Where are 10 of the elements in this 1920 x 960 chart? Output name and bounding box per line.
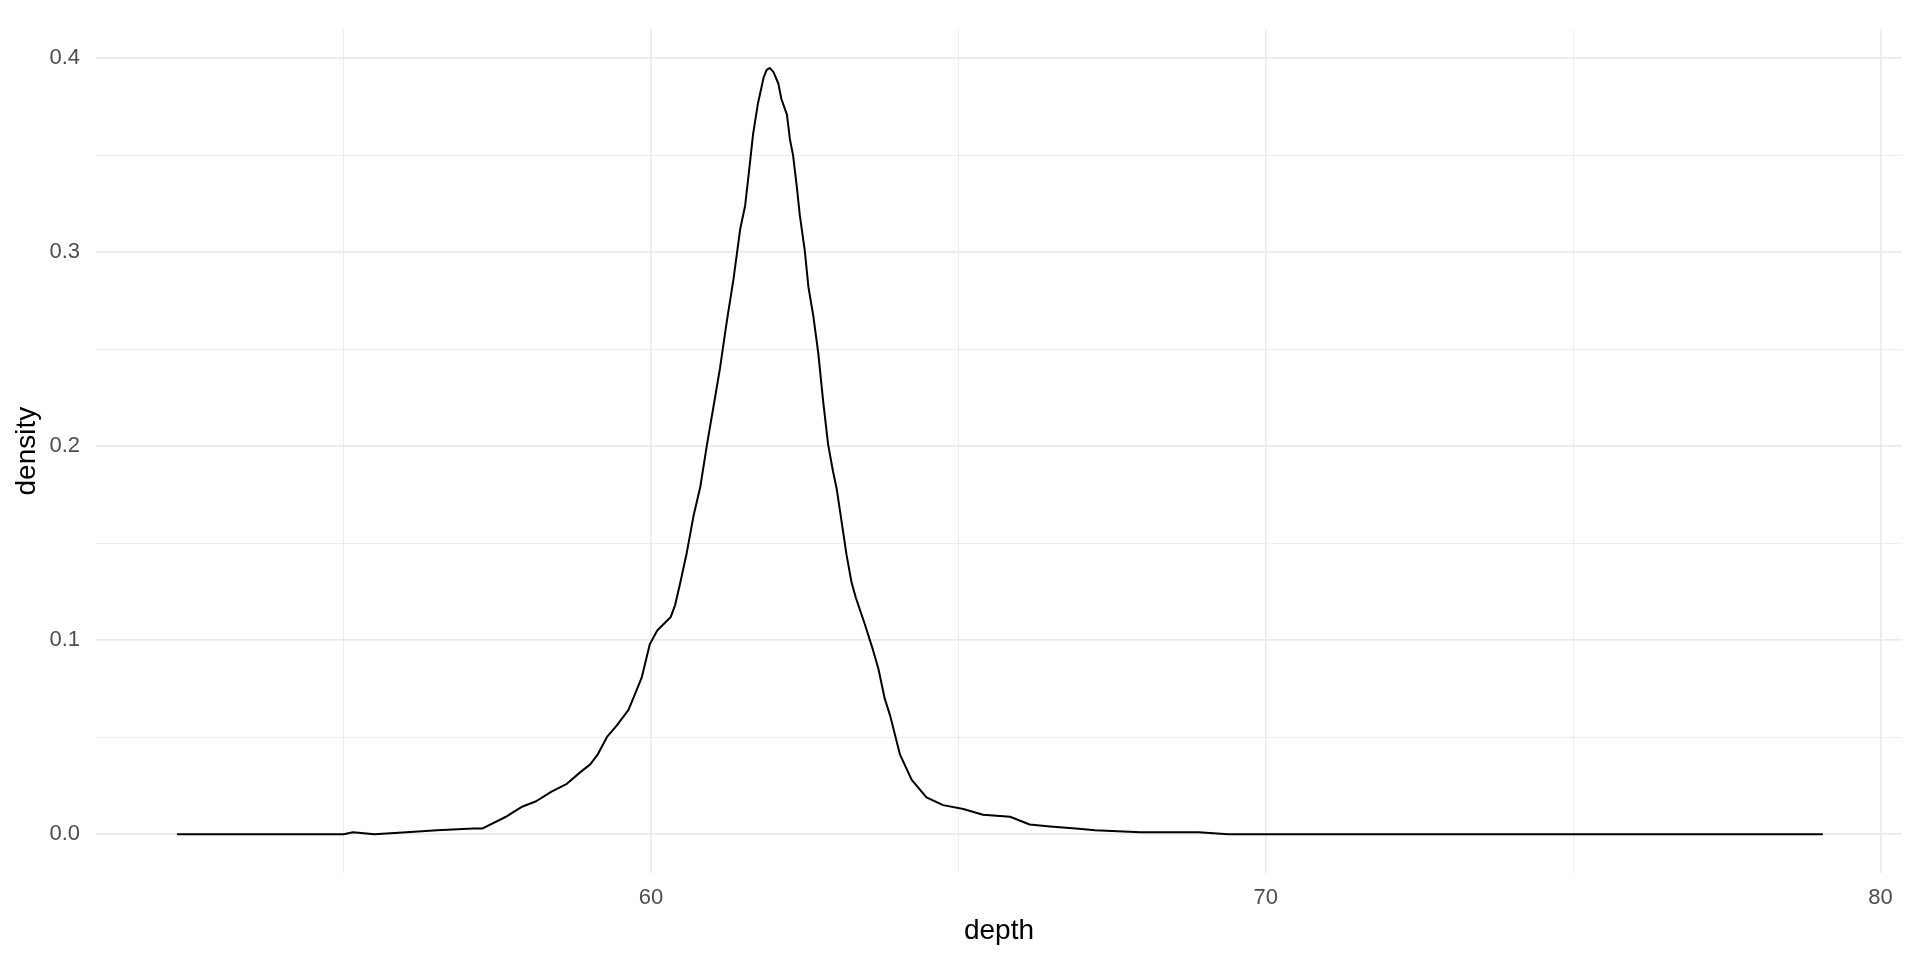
- x-tick-label: 70: [1253, 884, 1279, 910]
- x-tick-label: 80: [1868, 884, 1893, 910]
- y-axis-title: density: [9, 406, 41, 496]
- y-tick-label: 0.1: [49, 626, 80, 652]
- y-tick-label: 0.3: [49, 238, 80, 264]
- y-tick-label: 0.2: [49, 432, 80, 458]
- y-tick-label: 0.0: [49, 820, 80, 846]
- y-tick-label: 0.4: [49, 44, 80, 70]
- x-tick-label: 60: [638, 884, 664, 910]
- x-axis-title: depth: [963, 913, 1035, 945]
